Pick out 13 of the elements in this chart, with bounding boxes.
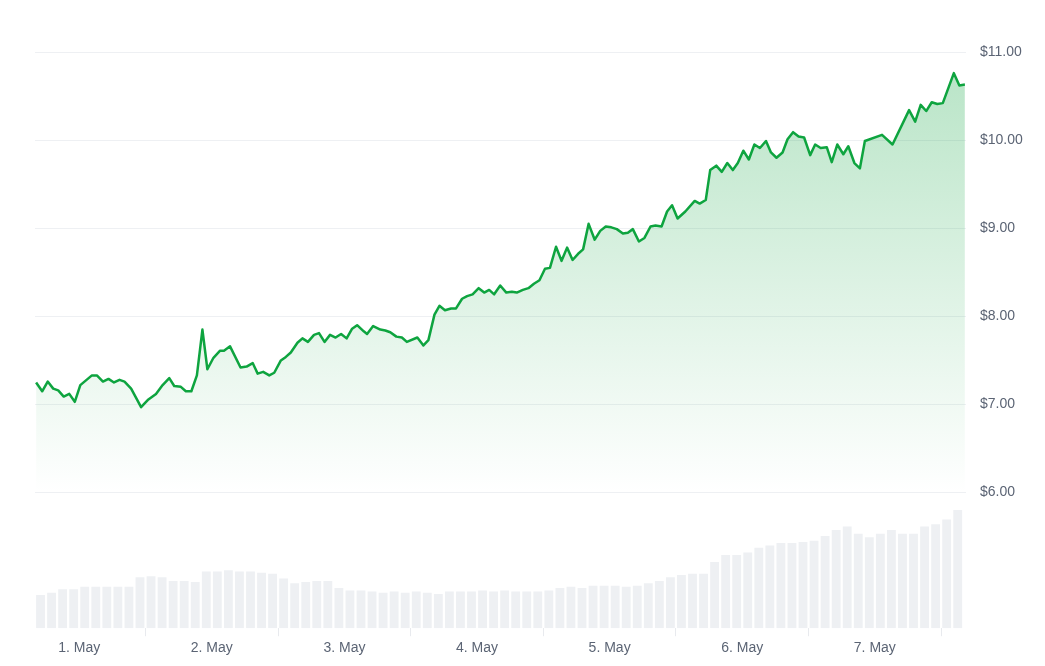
x-tick-label: 5. May <box>588 639 631 656</box>
y-tick-label: $9.00 <box>980 219 1016 236</box>
x-tick-label: 3. May <box>323 639 366 656</box>
y-tick-label: $10.00 <box>980 130 1024 147</box>
x-tick-label: 1. May <box>58 639 101 656</box>
x-tick-label: 2. May <box>190 639 233 656</box>
y-tick-label: $7.00 <box>980 395 1016 412</box>
x-tick-label: 7. May <box>853 639 896 656</box>
y-tick-label: $6.00 <box>980 483 1016 500</box>
x-tick-label: 6. May <box>721 639 764 656</box>
y-tick-label: $11.00 <box>980 42 1022 59</box>
y-tick-label: $8.00 <box>980 307 1016 324</box>
x-tick-label: 4. May <box>456 639 499 656</box>
